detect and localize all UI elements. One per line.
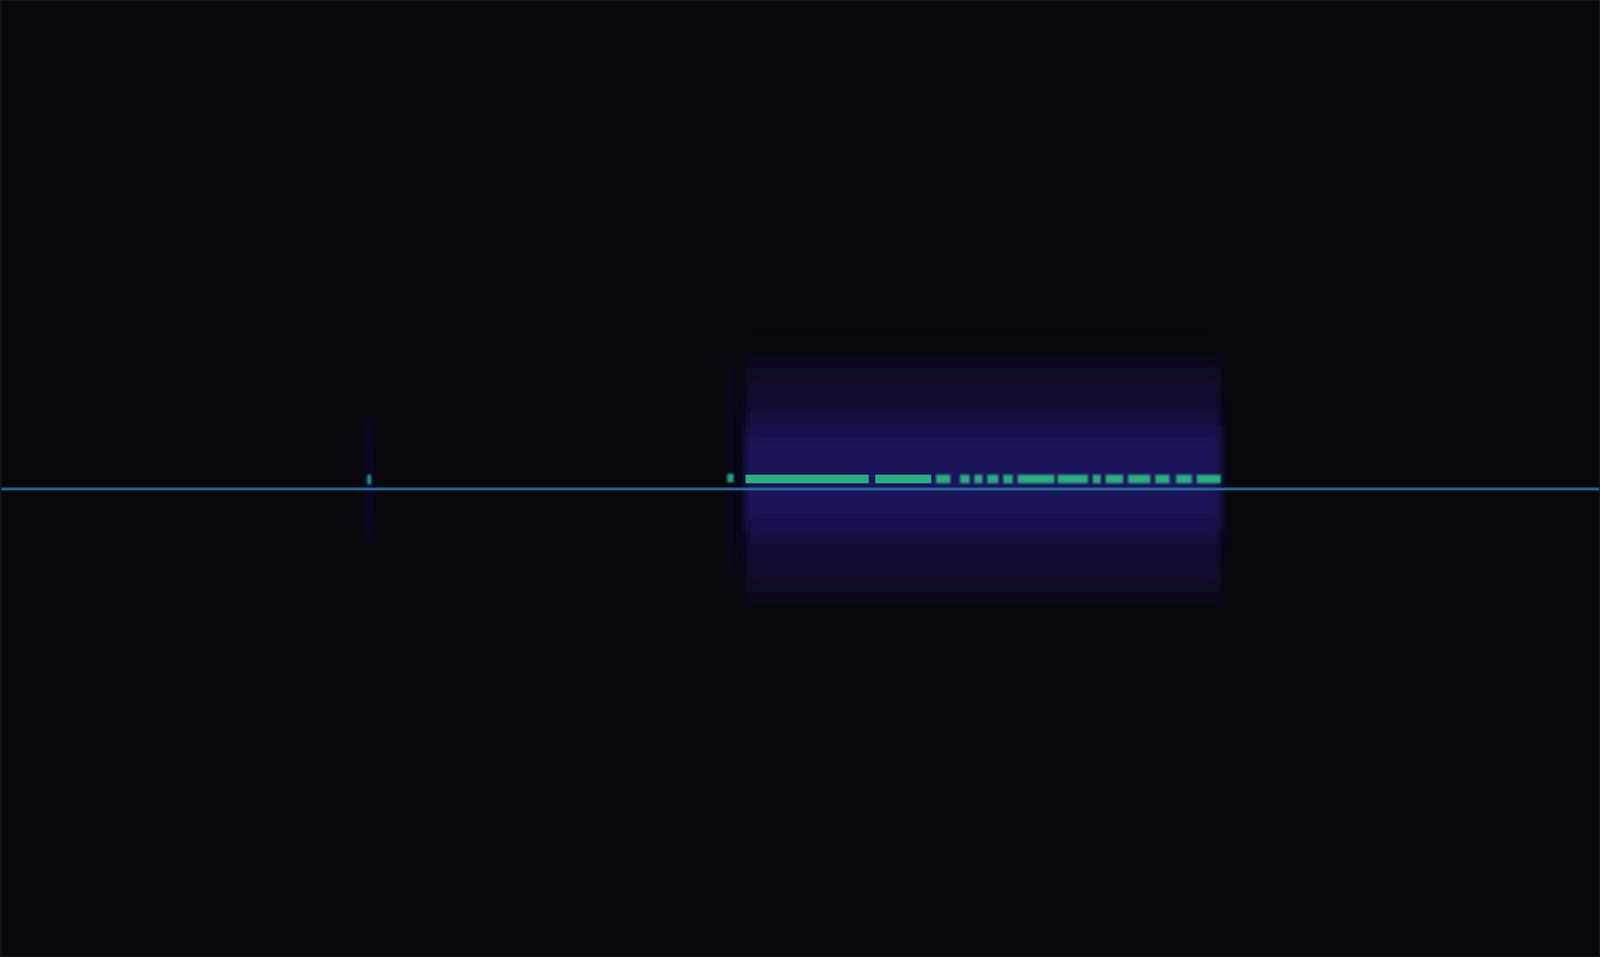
spectral-cell	[974, 474, 983, 484]
spectral-cell	[1018, 474, 1055, 484]
background	[0, 0, 1600, 957]
spectral-cell	[1128, 474, 1152, 484]
spectrogram	[0, 0, 1600, 957]
spectral-cell	[1057, 474, 1088, 484]
spectral-haze	[745, 426, 1221, 532]
spectral-cell	[0, 487, 1600, 491]
spectral-cell	[1197, 474, 1221, 484]
spectral-cell	[1154, 474, 1170, 484]
spectral-haze	[727, 363, 733, 575]
spectral-cell	[745, 474, 869, 484]
plot-frame	[0, 0, 1600, 957]
spectral-cell	[987, 474, 999, 484]
spectral-cell	[960, 474, 970, 484]
spectral-cell	[1105, 474, 1124, 484]
spectral-cell	[875, 474, 932, 484]
spectral-cell	[367, 474, 372, 485]
spectral-cell	[1092, 474, 1101, 484]
cells	[0, 363, 1600, 591]
spectral-haze	[745, 367, 1221, 591]
spectral-cell	[1003, 474, 1014, 484]
spectral-cell	[727, 473, 735, 483]
spectral-haze	[366, 421, 374, 537]
spectral-cell	[936, 474, 952, 484]
spectral-cell	[1175, 474, 1192, 484]
